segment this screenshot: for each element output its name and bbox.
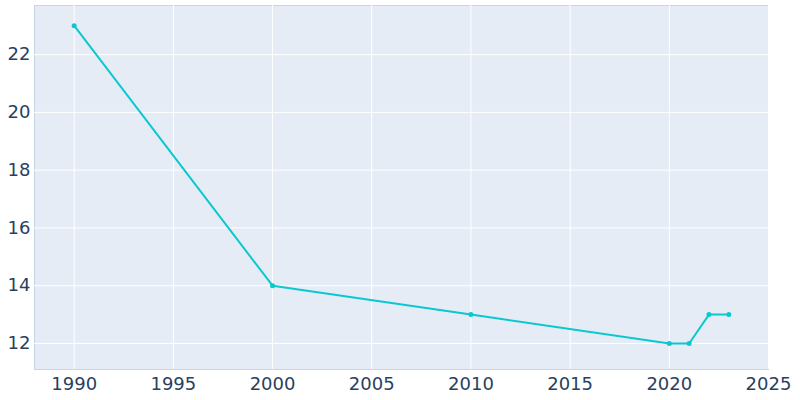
svg-text:1990: 1990 — [51, 373, 97, 394]
svg-text:2015: 2015 — [547, 373, 593, 394]
svg-text:16: 16 — [8, 217, 31, 238]
svg-text:1995: 1995 — [150, 373, 196, 394]
svg-text:2020: 2020 — [646, 373, 692, 394]
svg-text:20: 20 — [8, 101, 31, 122]
svg-text:22: 22 — [8, 43, 31, 64]
svg-text:2010: 2010 — [448, 373, 494, 394]
svg-text:12: 12 — [8, 332, 31, 353]
svg-text:18: 18 — [8, 159, 31, 180]
svg-text:2000: 2000 — [250, 373, 296, 394]
svg-text:14: 14 — [8, 274, 31, 295]
svg-text:2025: 2025 — [746, 373, 792, 394]
svg-text:2005: 2005 — [349, 373, 395, 394]
